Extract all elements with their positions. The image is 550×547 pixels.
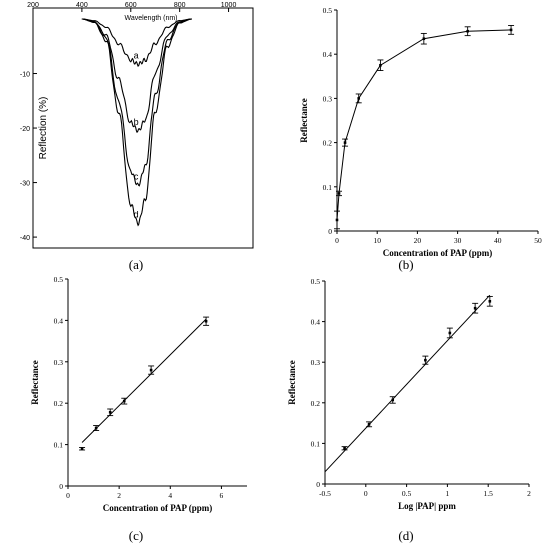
- panel-a-series-label-c: c: [134, 171, 139, 181]
- panel-d-data-point: [473, 306, 477, 310]
- panel-b-xtick-label: 0: [335, 236, 339, 245]
- panel-d-xtick-label: -0.5: [319, 489, 331, 498]
- panel-c-ytick-label: 0.5: [54, 275, 64, 284]
- panel-b-data-point: [337, 192, 341, 195]
- panel-b-xtick-label: 40: [494, 236, 502, 245]
- panel-d-data-point: [391, 398, 395, 402]
- panel-a-series-label-b: b: [134, 117, 139, 127]
- panel-c-data-point: [122, 399, 126, 403]
- panel-a-ytick-label: -20: [20, 126, 30, 133]
- panel-b-ytick-label: 0: [328, 227, 332, 236]
- panel-d-x-axis-label: Log |PAP| ppm: [398, 501, 456, 511]
- panel-label-b: (b): [398, 257, 413, 272]
- panel-d-data-point: [343, 446, 346, 450]
- panel-d-ytick-label: 0.3: [311, 358, 321, 367]
- panel-d-xtick-label: 1: [446, 489, 450, 498]
- panel-c-data-point: [204, 319, 208, 323]
- panel-label-a: (a): [129, 257, 143, 272]
- panel-a-x-axis-label: Wavelength (nm): [124, 15, 177, 22]
- panel-b-data-point: [509, 28, 513, 32]
- panel-b-ytick-label: 0.5: [323, 6, 333, 15]
- panel-d-data-point: [488, 300, 492, 303]
- panel-c-ytick-label: 0.1: [54, 441, 64, 450]
- panel-b-ytick-label: 0.3: [323, 94, 333, 103]
- panel-a-series-d: [81, 18, 192, 227]
- panel-c-ytick-label: 0.3: [54, 358, 64, 367]
- panel-b-xtick-label: 10: [373, 236, 381, 245]
- panel-c-ytick-label: 0: [59, 482, 63, 491]
- panel-a-series-a: [81, 18, 192, 67]
- panel-c-data-point: [94, 426, 98, 430]
- panel-c-ytick-label: 0.4: [54, 316, 64, 325]
- panel-c-xtick-label: 6: [220, 491, 224, 500]
- panel-b-ytick-label: 0.4: [323, 50, 333, 59]
- panel-b-line: [336, 29, 512, 220]
- panel-b: 0 10 20 30 40 50 0 0.1 0.2 0.3 0.4 0.5 Concentration…: [299, 6, 542, 258]
- panel-b-y-axis-label: Reflectance: [299, 98, 309, 142]
- panel-label-d: (d): [398, 528, 413, 543]
- panel-d-ytick-label: 0.1: [311, 439, 321, 448]
- panel-b-xtick-label: 20: [414, 236, 422, 245]
- panel-c-y-axis-label: Reflectance: [30, 360, 40, 404]
- panel-d-ytick-label: 0.5: [311, 277, 321, 286]
- panel-b-data-point: [335, 218, 339, 222]
- panel-a-xtick-label: 800: [174, 2, 186, 9]
- panel-a-series-b: [81, 18, 192, 133]
- panel-a-ytick-label: -10: [20, 72, 30, 79]
- panel-b-data-point: [379, 63, 382, 67]
- panel-b-xtick-label: 50: [534, 236, 542, 245]
- panel-a-frame: [32, 7, 254, 249]
- panel-label-c: (c): [129, 528, 143, 543]
- panel-a-ytick-label: -30: [20, 181, 30, 188]
- panel-c-data-point: [80, 447, 84, 451]
- panel-c-xtick-label: 0: [66, 491, 70, 500]
- panel-c-xtick-label: 4: [168, 491, 172, 500]
- panel-c-x-axis-label: Concentration of PAP (ppm): [103, 503, 213, 513]
- panel-a-xtick-label: 400: [76, 2, 88, 9]
- panel-a-series-label-a: a: [134, 50, 139, 60]
- panel-b-x-axis-label: Concentration of PAP (ppm): [383, 248, 493, 258]
- panel-d-fit-line: [324, 294, 491, 473]
- panel-d-data-point: [424, 358, 427, 362]
- panel-d-ytick-label: 0.4: [311, 318, 321, 327]
- panel-a: 200 400 600 800 1000 -10 -20 -30 -40 Wavelength (…: [20, 2, 254, 249]
- panel-b-xtick-label: 30: [454, 236, 462, 245]
- panel-a-xtick-label: 600: [125, 2, 137, 9]
- panel-c-xtick-label: 2: [117, 491, 121, 500]
- panel-a-ytick-label: -40: [20, 235, 30, 242]
- panel-d-xtick-label: 1.5: [484, 489, 494, 498]
- panel-a-y-axis-label: Reflection (%): [38, 97, 49, 160]
- panel-a-xtick-label: 200: [27, 2, 39, 9]
- panel-b-ytick-label: 0.2: [323, 139, 333, 148]
- panel-d-xtick-label: 2: [527, 489, 531, 498]
- panel-d-y-axis-label: Reflectance: [287, 360, 297, 404]
- panel-d-xtick-label: 0: [364, 489, 368, 498]
- panel-c-ytick-label: 0.2: [54, 399, 64, 408]
- panel-b-data-point: [466, 29, 469, 33]
- panel-b-data-point: [422, 37, 426, 41]
- panel-a-xtick-label: 1000: [221, 2, 237, 9]
- panel-d-ytick-label: 0.2: [311, 399, 321, 408]
- panel-b-data-point: [357, 97, 361, 100]
- panel-d-data-point: [448, 331, 452, 335]
- panel-b-data-point: [343, 141, 347, 144]
- panel-c-fit-line: [81, 318, 207, 443]
- panel-d-ytick-label: 0: [316, 480, 320, 489]
- panel-c: 0 2 4 6 0 0.1 0.2 0.3 0.4 0.5 Concentration of PAP…: [30, 275, 247, 513]
- panel-c-data-point: [149, 368, 153, 372]
- panel-d-xtick-label: 0.5: [402, 489, 412, 498]
- panel-b-ytick-label: 0.1: [323, 183, 333, 192]
- panel-d-data-point: [367, 423, 371, 426]
- panel-a-series-label-d: d: [134, 209, 139, 219]
- panel-a-series-c: [81, 18, 192, 187]
- panel-c-data-point: [108, 411, 112, 414]
